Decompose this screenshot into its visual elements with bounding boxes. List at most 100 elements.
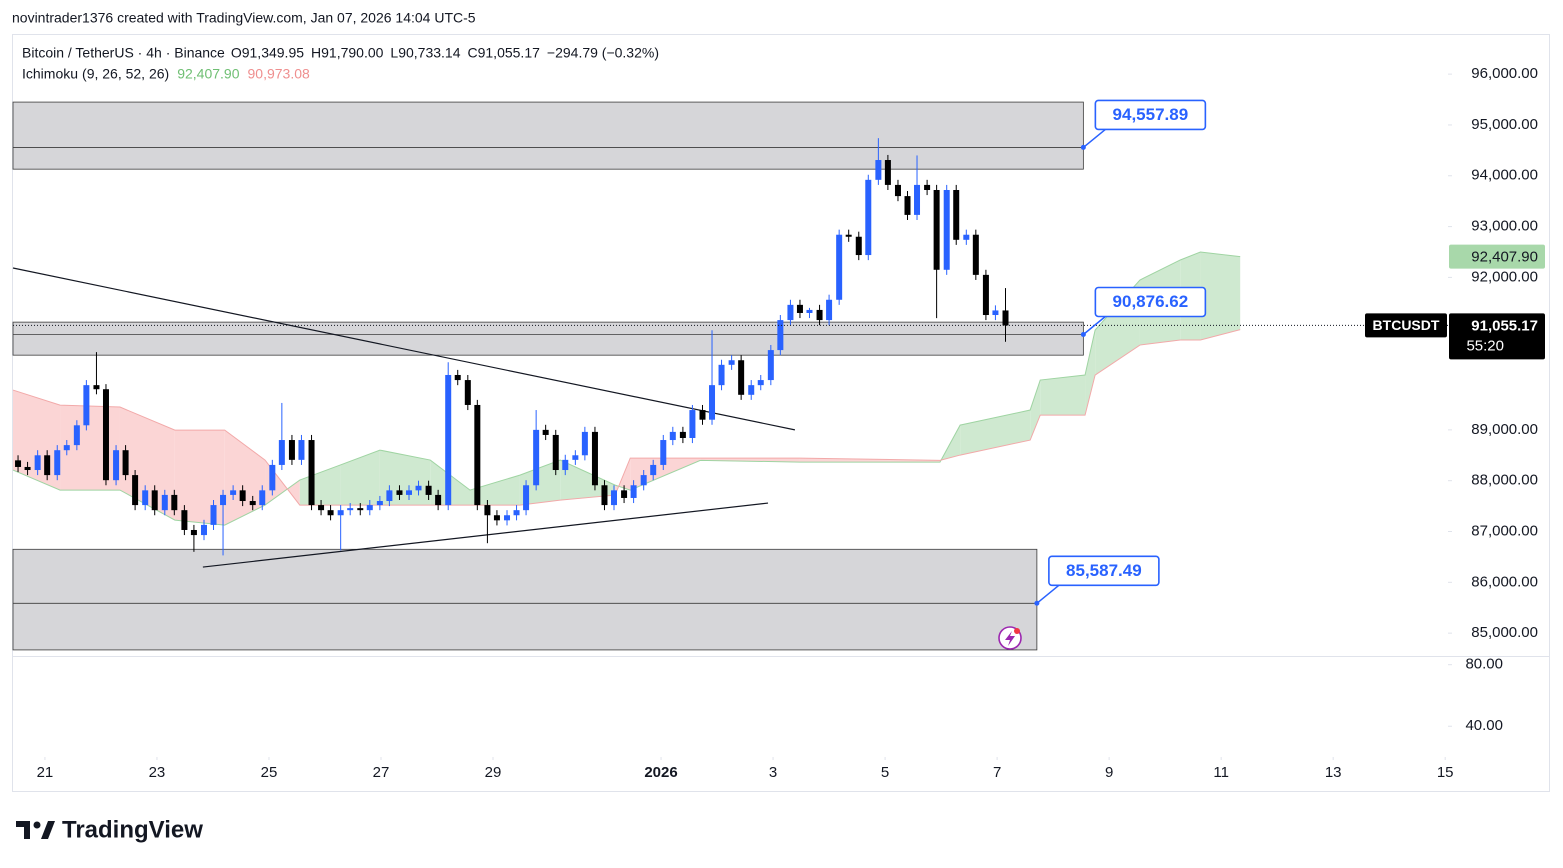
candle-body: [318, 505, 325, 511]
cloud-segment: [1200, 252, 1241, 341]
y-tick-label: 92,000.00: [1471, 268, 1538, 285]
zone-label-box: [1048, 555, 1160, 587]
x-tick-label: 7: [993, 764, 1001, 781]
y-tick-label: 96,000.00: [1471, 65, 1538, 82]
candle-body: [933, 190, 940, 270]
candle-body: [113, 450, 120, 481]
candle-body: [787, 304, 794, 321]
candle-body: [610, 490, 617, 506]
candle-body: [190, 529, 197, 536]
candle-body: [630, 485, 637, 498]
cloud-segment: [174, 430, 225, 526]
pane2-y-tick-label: 40.00: [1465, 717, 1503, 734]
candle-body: [924, 184, 931, 190]
zone: [12, 101, 1084, 170]
zone-label-anchor: [1080, 331, 1086, 337]
x-tick-label: 2026: [644, 764, 677, 781]
candle-body: [992, 310, 999, 316]
candle-body: [220, 494, 227, 506]
candle-body: [298, 440, 305, 460]
y-tick-label: 95,000.00: [1471, 116, 1538, 133]
candle-body: [640, 475, 647, 486]
candle-body: [464, 380, 471, 405]
trend-line: [202, 502, 769, 568]
y-tick-label: 86,000.00: [1471, 573, 1538, 590]
candle-body: [709, 385, 716, 420]
candle-body: [171, 494, 178, 511]
legend-item: −294.79 (−0.32%): [547, 45, 659, 61]
candle-body: [982, 274, 989, 316]
legend-item: L90,733.14: [390, 45, 460, 61]
candle-body: [93, 385, 100, 390]
x-tick-label: 11: [1213, 764, 1229, 781]
candle-body: [836, 234, 843, 300]
candle-body: [533, 429, 540, 486]
candle-body: [200, 524, 207, 536]
zone-label-anchor: [1080, 144, 1086, 150]
legend-item: Bitcoin / TetherUS · 4h · Binance: [22, 45, 225, 61]
candle-body: [757, 380, 764, 386]
candle-body: [366, 505, 373, 511]
cloud-span-a: [12, 251, 1241, 526]
candle-body: [1002, 310, 1009, 326]
candle-body: [259, 490, 266, 506]
candle-body: [572, 455, 579, 460]
x-tick-label: 29: [485, 764, 502, 781]
candle-body: [728, 360, 735, 365]
candle-body: [327, 510, 334, 516]
last-price-tag-bg: [1449, 313, 1545, 360]
candle-body: [767, 350, 774, 381]
candle-body: [650, 464, 657, 476]
symbol-tag-bg: [1365, 313, 1447, 338]
candle-body: [151, 490, 158, 511]
x-tick-label: 9: [1105, 764, 1113, 781]
candle-body: [943, 190, 950, 270]
alert-icon[interactable]: [998, 626, 1022, 650]
x-tick-label: 3: [769, 764, 777, 781]
x-tick-label: 5: [881, 764, 889, 781]
candle-body: [54, 450, 61, 476]
candle-body: [337, 510, 344, 516]
candle-body: [347, 508, 354, 511]
candle-body: [699, 410, 706, 420]
zone-label-box: [1094, 286, 1207, 318]
candle-body: [102, 389, 109, 481]
plot-area: [12, 101, 1448, 651]
span-a-tag-bg: [1449, 244, 1545, 269]
candle-body: [181, 510, 188, 530]
cloud-segment: [340, 450, 380, 506]
candle-body: [161, 494, 168, 511]
candle-body: [523, 485, 530, 511]
candle-body: [826, 299, 833, 321]
y-tick-label: 89,000.00: [1471, 421, 1538, 438]
candle-body: [376, 501, 383, 506]
y-tick-label: 87,000.00: [1471, 522, 1538, 539]
legend-item: H91,790.00: [311, 45, 384, 61]
cloud-segment: [265, 460, 300, 506]
zone: [12, 548, 1038, 651]
y-tick-label: 88,000.00: [1471, 472, 1538, 489]
candle-body: [855, 236, 862, 256]
candle-body: [474, 404, 481, 506]
candle-body: [239, 490, 246, 502]
chart-frame: [12, 34, 1550, 792]
cloud-segment: [700, 458, 800, 463]
candle-body: [581, 431, 588, 456]
candle-body: [963, 234, 970, 240]
zone-label-pointer: [1036, 584, 1060, 604]
candle-body: [83, 385, 90, 426]
zone-label-pointer: [1082, 128, 1106, 148]
candle-body: [425, 485, 432, 495]
x-tick-label: 21: [37, 764, 54, 781]
candle-body: [210, 505, 217, 525]
cloud-segment: [379, 450, 431, 506]
candle-body: [230, 490, 237, 495]
candle-body: [278, 440, 285, 465]
candle-body: [601, 485, 608, 506]
candle-body: [34, 455, 41, 471]
candle-body: [44, 455, 51, 476]
candle-body: [435, 494, 442, 506]
candle-body: [73, 425, 80, 446]
